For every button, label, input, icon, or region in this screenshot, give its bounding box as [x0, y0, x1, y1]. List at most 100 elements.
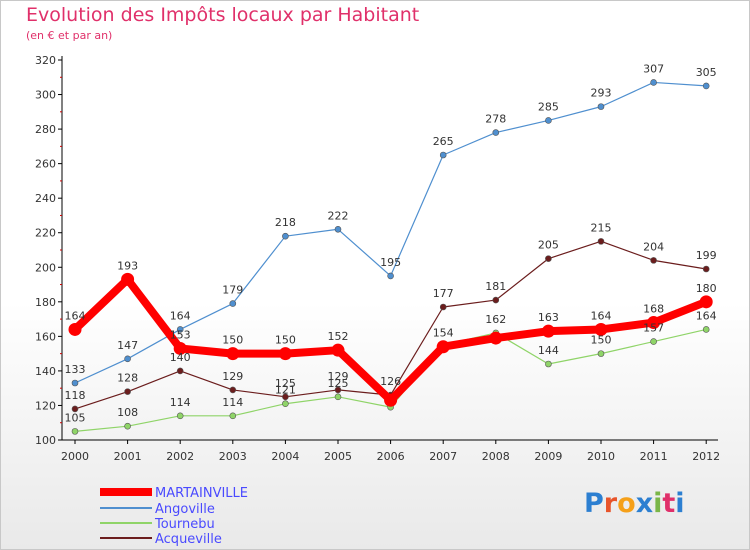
- data-label: 193: [117, 259, 138, 272]
- logo-letter: i: [653, 488, 663, 519]
- data-point: [594, 322, 608, 336]
- data-point: [650, 79, 657, 86]
- logo-letter: x: [635, 488, 654, 519]
- logo-letter: i: [675, 488, 685, 519]
- data-label: 278: [485, 113, 506, 126]
- data-point: [68, 322, 82, 336]
- data-point: [229, 412, 237, 420]
- x-tick-label: 2004: [271, 450, 299, 463]
- data-label: 164: [170, 309, 191, 322]
- data-label: 204: [643, 240, 664, 253]
- data-label: 293: [591, 87, 612, 100]
- data-point: [229, 386, 237, 394]
- data-label: 168: [643, 303, 664, 316]
- data-point: [176, 367, 184, 375]
- data-label: 118: [65, 389, 86, 402]
- data-label: 150: [591, 334, 612, 347]
- x-tick-label: 2011: [640, 450, 668, 463]
- y-tick-label: 320: [35, 54, 56, 67]
- data-point: [489, 331, 503, 345]
- chart-subtitle: (en € et par an): [26, 29, 113, 42]
- x-tick-label: 2007: [429, 450, 457, 463]
- data-label: 215: [591, 221, 612, 234]
- data-point: [597, 103, 605, 110]
- data-point: [702, 265, 710, 273]
- data-label: 133: [65, 363, 86, 376]
- y-tick-label: 180: [35, 296, 56, 309]
- y-tick-label: 240: [35, 192, 56, 205]
- data-point: [597, 238, 605, 245]
- data-label: 114: [170, 396, 191, 409]
- data-label: 265: [433, 135, 454, 148]
- data-point: [71, 379, 79, 387]
- data-point: [492, 129, 500, 136]
- data-point: [545, 360, 552, 368]
- data-point: [331, 343, 345, 357]
- data-label: 126: [380, 375, 401, 388]
- data-point: [334, 386, 342, 394]
- y-tick-label: 160: [35, 330, 56, 343]
- data-label: 153: [170, 328, 191, 341]
- data-label: 305: [696, 66, 717, 79]
- x-tick-label: 2000: [61, 450, 89, 463]
- data-label: 150: [275, 334, 296, 347]
- data-point: [439, 151, 447, 159]
- data-point: [439, 303, 447, 311]
- data-point: [545, 117, 552, 124]
- data-point: [282, 232, 289, 240]
- data-label: 114: [222, 396, 243, 409]
- data-label: 307: [643, 62, 664, 75]
- data-point: [124, 388, 131, 395]
- data-label: 157: [643, 322, 664, 335]
- data-label: 195: [380, 256, 401, 269]
- y-tick-label: 300: [35, 89, 56, 102]
- data-label: 222: [328, 209, 349, 222]
- data-point: [384, 393, 398, 407]
- data-label: 162: [485, 313, 506, 326]
- x-tick-label: 2001: [114, 450, 142, 463]
- logo-letter: t: [662, 488, 676, 519]
- y-tick-label: 120: [35, 399, 56, 412]
- y-tick-label: 260: [35, 158, 56, 171]
- data-point: [176, 326, 184, 333]
- logo-letter: r: [603, 488, 618, 519]
- chart-title: Evolution des Impôts locaux par Habitant: [26, 4, 420, 26]
- data-label: 125: [275, 377, 296, 390]
- x-tick-label: 2008: [482, 450, 510, 463]
- data-point: [387, 272, 394, 280]
- data-label: 129: [222, 370, 243, 383]
- y-tick-label: 220: [35, 227, 56, 240]
- data-point: [699, 295, 713, 309]
- data-label: 179: [222, 284, 243, 297]
- data-label: 108: [117, 406, 138, 419]
- data-label: 164: [696, 309, 717, 322]
- data-label: 285: [538, 100, 559, 113]
- data-label: 164: [65, 309, 86, 322]
- data-label: 154: [433, 327, 454, 340]
- y-tick-label: 200: [35, 261, 56, 274]
- data-label: 140: [170, 351, 191, 364]
- data-label: 218: [275, 216, 296, 229]
- data-label: 177: [433, 287, 454, 300]
- legend-label: Angoville: [155, 502, 215, 517]
- data-point: [650, 257, 657, 264]
- data-label: 129: [328, 370, 349, 383]
- data-point: [545, 255, 552, 262]
- x-tick-label: 2012: [692, 450, 720, 463]
- data-label: 164: [591, 309, 612, 322]
- data-point: [334, 393, 342, 401]
- data-point: [334, 225, 342, 233]
- data-point: [124, 422, 131, 430]
- x-tick-label: 2010: [587, 450, 615, 463]
- data-label: 144: [538, 344, 559, 357]
- data-point: [226, 347, 240, 361]
- data-point: [541, 324, 555, 338]
- data-label: 205: [538, 239, 559, 252]
- data-label: 150: [222, 334, 243, 347]
- logo-letter: P: [584, 488, 604, 519]
- data-label: 105: [65, 411, 86, 424]
- data-label: 121: [275, 384, 296, 397]
- data-point: [282, 393, 289, 401]
- data-point: [229, 300, 237, 307]
- y-tick-label: 140: [35, 365, 56, 378]
